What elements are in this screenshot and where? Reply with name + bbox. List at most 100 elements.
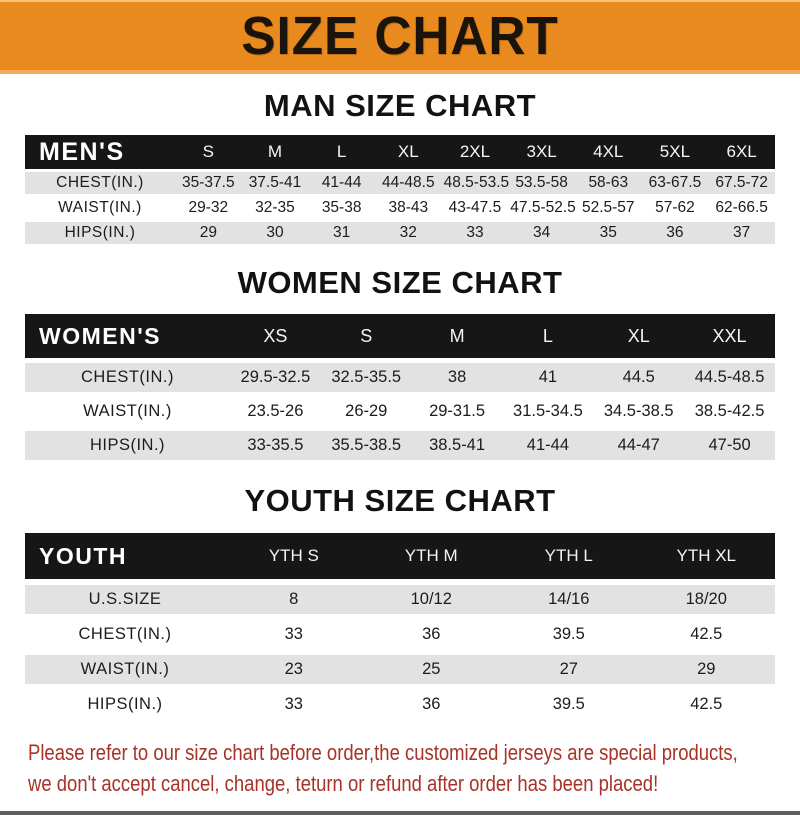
size-value-cell: 29.5-32.5 bbox=[240, 368, 311, 386]
row-label: CHEST(IN.) bbox=[78, 625, 172, 643]
youth-size-section: YOUTH SIZE CHART YOUTH YTH S YTH M YTH L YTH… bbox=[0, 483, 800, 725]
size-column-header: S bbox=[202, 142, 214, 161]
size-value-cell: 23 bbox=[284, 660, 303, 678]
size-value-cell: 35 bbox=[599, 224, 617, 241]
size-column-header: YTH L bbox=[544, 546, 593, 565]
size-value-cell: 36 bbox=[422, 625, 441, 643]
size-value-cell: 31.5-34.5 bbox=[513, 402, 583, 420]
table-row: U.S.SIZE 8 10/12 14/16 18/20 bbox=[25, 585, 775, 614]
size-value-cell: 63-67.5 bbox=[648, 174, 702, 191]
table-corner-label: MEN'S bbox=[39, 137, 125, 166]
size-value-cell: 44.5-48.5 bbox=[694, 368, 765, 386]
size-value-cell: 34.5-38.5 bbox=[603, 402, 674, 420]
table-row: WAIST(IN.) 23.5-26 26-29 29-31.5 31.5-34.5 34… bbox=[25, 397, 775, 426]
size-table-header-row: WOMEN'S XS S M L XL XXL bbox=[25, 314, 775, 358]
size-value-cell: 23.5-26 bbox=[247, 402, 304, 420]
size-column-header: M bbox=[267, 142, 283, 161]
row-label: WAIST(IN.) bbox=[58, 199, 142, 216]
disclaimer-line-1: Please refer to our size chart before or… bbox=[28, 740, 738, 765]
size-value-cell: 18/20 bbox=[685, 590, 727, 608]
men-section-heading: MAN SIZE CHART bbox=[263, 88, 537, 123]
size-column-header: YTH M bbox=[404, 546, 458, 565]
size-value-cell: 29-31.5 bbox=[429, 402, 486, 420]
size-value-cell: 47.5-52.5 bbox=[510, 199, 576, 216]
size-value-cell: 35-38 bbox=[321, 199, 362, 216]
size-column-header: L bbox=[336, 142, 347, 161]
size-value-cell: 33 bbox=[466, 224, 484, 241]
table-row: HIPS(IN.) 29 30 31 32 33 34 35 36 37 bbox=[25, 222, 775, 244]
size-value-cell: 34 bbox=[532, 224, 551, 241]
size-value-cell: 62-66.5 bbox=[715, 199, 768, 216]
row-label: WAIST(IN.) bbox=[80, 660, 170, 678]
row-label: HIPS(IN.) bbox=[64, 224, 136, 241]
size-value-cell: 29 bbox=[697, 660, 716, 678]
size-value-cell: 37 bbox=[733, 224, 751, 241]
size-value-cell: 38.5-41 bbox=[429, 436, 486, 454]
women-size-table: WOMEN'S XS S M L XL XXL CHEST(IN.) 29.5-32.5 32.5… bbox=[25, 309, 775, 465]
size-value-cell: 41 bbox=[538, 368, 558, 386]
size-column-header: YTH S bbox=[268, 546, 319, 565]
size-value-cell: 36 bbox=[422, 695, 441, 713]
table-row: HIPS(IN.) 33-35.5 35.5-38.5 38.5-41 41-44 44-… bbox=[25, 431, 775, 460]
banner: SIZE CHART bbox=[0, 0, 800, 74]
table-corner-label: YOUTH bbox=[39, 542, 127, 569]
table-row: WAIST(IN.) 23 25 27 29 bbox=[25, 655, 775, 684]
size-value-cell: 33-35.5 bbox=[247, 436, 304, 454]
row-label: U.S.SIZE bbox=[88, 590, 162, 608]
youth-section-heading: YOUTH SIZE CHART bbox=[244, 483, 556, 518]
table-corner-label: WOMEN'S bbox=[39, 322, 162, 349]
table-row: HIPS(IN.) 33 36 39.5 42.5 bbox=[25, 690, 775, 719]
table-row: CHEST(IN.) 33 36 39.5 42.5 bbox=[25, 620, 775, 649]
row-label: CHEST(IN.) bbox=[81, 368, 174, 386]
size-column-header: XXL bbox=[712, 325, 747, 346]
size-value-cell: 42.5 bbox=[690, 695, 723, 713]
size-value-cell: 42.5 bbox=[690, 625, 723, 643]
size-column-header: XS bbox=[263, 325, 288, 346]
size-value-cell: 29 bbox=[199, 224, 217, 241]
size-value-cell: 38 bbox=[447, 368, 467, 386]
men-size-section: MAN SIZE CHART MEN'S S M L XL 2XL 3XL 4XL 5XL 6XL… bbox=[0, 88, 800, 247]
size-value-cell: 67.5-72 bbox=[715, 174, 768, 191]
size-value-cell: 36 bbox=[666, 224, 684, 241]
row-label: WAIST(IN.) bbox=[83, 402, 172, 420]
size-value-cell: 44-48.5 bbox=[382, 174, 435, 191]
men-size-table: MEN'S S M L XL 2XL 3XL 4XL 5XL 6XL CHEST(IN.) 35-37… bbox=[25, 132, 775, 247]
size-value-cell: 14/16 bbox=[548, 590, 590, 608]
size-value-cell: 43-47.5 bbox=[448, 199, 502, 216]
size-column-header: XL bbox=[397, 142, 419, 161]
size-column-header: YTH XL bbox=[676, 546, 737, 565]
size-value-cell: 33 bbox=[284, 695, 303, 713]
row-label: HIPS(IN.) bbox=[87, 695, 163, 713]
size-table-header-row: MEN'S S M L XL 2XL 3XL 4XL 5XL 6XL bbox=[25, 135, 775, 169]
size-value-cell: 41-44 bbox=[321, 174, 362, 191]
size-table-header-row: YOUTH YTH S YTH M YTH L YTH XL bbox=[25, 533, 775, 579]
size-column-header: S bbox=[360, 325, 373, 346]
size-column-header: 3XL bbox=[526, 142, 557, 161]
size-column-header: L bbox=[542, 325, 553, 346]
size-column-header: 2XL bbox=[459, 142, 491, 161]
size-value-cell: 44-47 bbox=[617, 436, 660, 454]
size-value-cell: 52.5-57 bbox=[581, 199, 635, 216]
size-column-header: 4XL bbox=[593, 142, 624, 161]
table-row: CHEST(IN.) 35-37.5 37.5-41 41-44 44-48.5 48.5… bbox=[25, 172, 775, 194]
bottom-edge-divider bbox=[0, 811, 800, 815]
size-value-cell: 30 bbox=[266, 224, 284, 241]
women-section-heading: WOMEN SIZE CHART bbox=[237, 265, 563, 300]
women-size-section: WOMEN SIZE CHART WOMEN'S XS S M L XL XXL CHEST(… bbox=[0, 265, 800, 465]
size-value-cell: 58-63 bbox=[588, 174, 629, 191]
size-value-cell: 25 bbox=[422, 660, 441, 678]
size-value-cell: 29-32 bbox=[188, 199, 229, 216]
size-value-cell: 26-29 bbox=[345, 402, 388, 420]
size-column-header: 6XL bbox=[726, 142, 757, 161]
size-value-cell: 47-50 bbox=[708, 436, 751, 454]
size-value-cell: 44.5 bbox=[622, 368, 655, 386]
size-column-header: M bbox=[449, 325, 465, 346]
size-value-cell: 27 bbox=[559, 660, 578, 678]
size-value-cell: 39.5 bbox=[552, 695, 585, 713]
disclaimer-line-2: we don't accept cancel, change, teturn o… bbox=[28, 771, 659, 796]
size-column-header: XL bbox=[627, 325, 650, 346]
table-row: WAIST(IN.) 29-32 32-35 35-38 38-43 43-47.5 47.… bbox=[25, 197, 775, 219]
size-value-cell: 38.5-42.5 bbox=[694, 402, 765, 420]
size-value-cell: 33 bbox=[284, 625, 303, 643]
